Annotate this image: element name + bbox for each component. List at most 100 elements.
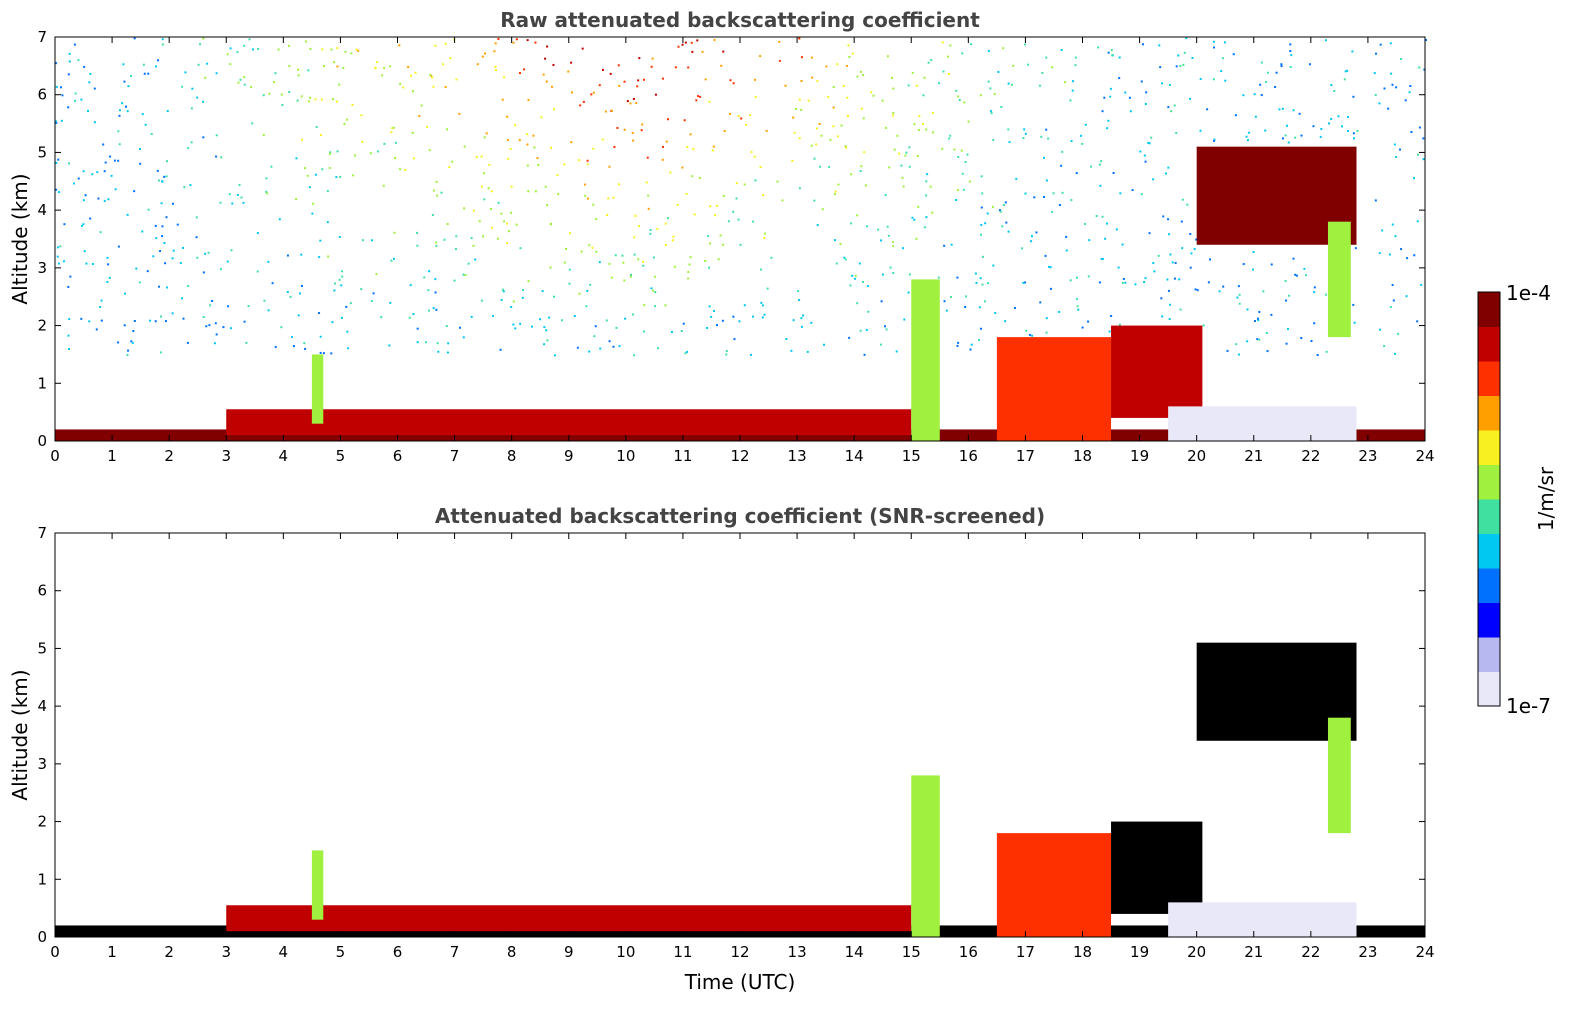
x-tick-label: 20	[1187, 447, 1206, 465]
noise-pixel	[732, 210, 735, 213]
noise-pixel	[123, 324, 126, 327]
noise-pixel	[832, 106, 835, 109]
noise-pixel	[117, 159, 120, 162]
noise-pixel	[164, 262, 167, 265]
noise-pixel	[1110, 87, 1113, 90]
noise-pixel	[155, 237, 158, 240]
noise-pixel	[586, 289, 589, 292]
noise-pixel	[338, 83, 341, 86]
noise-pixel	[964, 305, 967, 308]
noise-pixel	[765, 129, 768, 132]
noise-pixel	[149, 319, 152, 322]
noise-pixel	[99, 305, 102, 308]
noise-pixel	[1288, 294, 1291, 297]
noise-pixel	[709, 205, 712, 208]
noise-pixel	[851, 274, 854, 277]
noise-pixel	[1158, 44, 1161, 47]
noise-pixel	[1070, 140, 1073, 143]
noise-pixel	[1252, 251, 1255, 254]
noise-pixel	[1275, 71, 1278, 74]
noise-pixel	[1281, 137, 1284, 140]
noise-pixel	[509, 211, 512, 214]
noise-pixel	[512, 323, 515, 326]
noise-pixel	[672, 235, 675, 238]
noise-pixel	[879, 343, 882, 346]
noise-pixel	[1175, 65, 1178, 68]
noise-pixel	[893, 148, 896, 151]
noise-pixel	[548, 316, 551, 319]
noise-pixel	[781, 199, 784, 202]
noise-pixel	[712, 145, 715, 148]
noise-pixel	[626, 100, 629, 103]
noise-pixel	[708, 242, 711, 245]
noise-pixel	[1106, 127, 1109, 130]
noise-pixel	[631, 131, 634, 134]
noise-pixel	[222, 326, 225, 329]
noise-pixel	[752, 220, 755, 223]
noise-pixel	[1395, 155, 1398, 158]
noise-pixel	[437, 350, 440, 353]
noise-pixel	[490, 226, 493, 229]
noise-pixel	[1289, 50, 1292, 53]
noise-pixel	[84, 194, 87, 197]
noise-pixel	[297, 74, 300, 77]
x-tick-label: 18	[1073, 447, 1092, 465]
noise-pixel	[1212, 46, 1215, 49]
noise-pixel	[434, 44, 437, 47]
noise-pixel	[978, 306, 981, 309]
noise-pixel	[987, 50, 990, 53]
noise-pixel	[320, 98, 323, 101]
x-tick-label: 21	[1244, 447, 1263, 465]
noise-pixel	[1077, 308, 1080, 311]
noise-pixel	[512, 300, 515, 303]
noise-pixel	[732, 82, 735, 85]
noise-pixel	[1038, 84, 1041, 87]
noise-pixel	[536, 157, 539, 160]
noise-pixel	[890, 76, 893, 79]
noise-pixel	[82, 170, 85, 173]
noise-pixel	[750, 151, 753, 154]
noise-pixel	[424, 341, 427, 344]
noise-pixel	[67, 106, 70, 109]
noise-pixel	[691, 175, 694, 178]
noise-pixel	[67, 73, 70, 76]
noise-pixel	[1061, 191, 1064, 194]
noise-pixel	[610, 276, 613, 279]
noise-pixel	[277, 48, 280, 51]
noise-pixel	[501, 288, 504, 291]
noise-pixel	[1074, 56, 1077, 59]
x-tick-label: 23	[1358, 943, 1377, 961]
noise-pixel	[810, 321, 813, 324]
noise-pixel	[581, 47, 584, 50]
colorbar-segment	[1478, 395, 1500, 431]
noise-pixel	[515, 38, 518, 41]
noise-pixel	[690, 41, 693, 44]
noise-pixel	[416, 327, 419, 330]
x-tick-label: 0	[50, 447, 60, 465]
noise-pixel	[467, 262, 470, 265]
noise-pixel	[926, 173, 929, 176]
noise-pixel	[191, 87, 194, 90]
noise-pixel	[1097, 46, 1100, 49]
noise-pixel	[69, 275, 72, 278]
noise-pixel	[127, 85, 130, 88]
noise-pixel	[722, 194, 725, 197]
noise-pixel	[708, 305, 711, 308]
noise-pixel	[998, 209, 1001, 212]
noise-pixel	[195, 216, 198, 219]
noise-pixel	[1174, 262, 1177, 265]
noise-pixel	[608, 262, 611, 265]
noise-pixel	[68, 60, 71, 63]
noise-pixel	[146, 270, 149, 273]
noise-pixel	[308, 186, 311, 189]
noise-pixel	[61, 94, 64, 97]
noise-pixel	[891, 114, 894, 117]
noise-pixel	[656, 228, 659, 231]
noise-pixel	[728, 112, 731, 115]
noise-pixel	[463, 145, 466, 148]
noise-pixel	[462, 273, 465, 276]
noise-pixel	[1352, 137, 1355, 140]
feature-convective-column	[911, 775, 940, 937]
noise-pixel	[949, 44, 952, 47]
noise-pixel	[256, 232, 259, 235]
